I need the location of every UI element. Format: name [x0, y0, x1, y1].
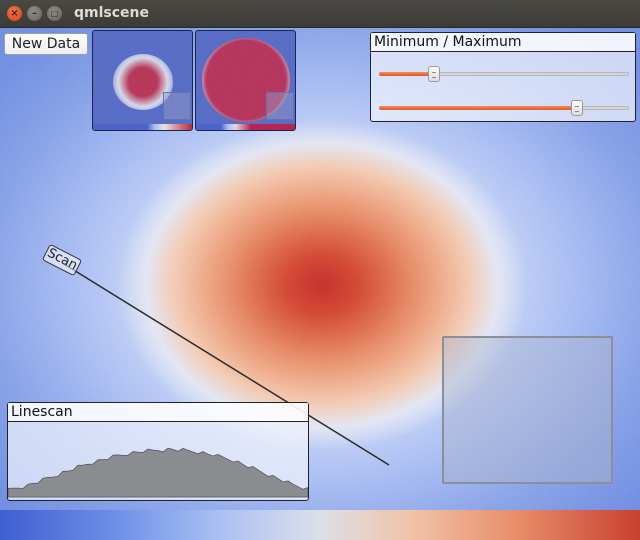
scan-line[interactable] [0, 28, 640, 510]
thumbnail-1[interactable] [92, 30, 193, 131]
linescan-profile [8, 447, 308, 498]
window-title: qmlscene [74, 5, 149, 21]
thumbnail-zoom-box [163, 92, 191, 120]
thumbnail-zoom-box [266, 92, 294, 120]
slider-fill [379, 106, 577, 110]
minmax-panel: Minimum / Maximum [370, 32, 636, 122]
linescan-plot [8, 447, 308, 498]
minmax-panel-title: Minimum / Maximum [371, 33, 635, 52]
thumbnail-2[interactable] [195, 30, 296, 131]
slider-handle[interactable] [428, 66, 440, 82]
thumbnail-color-bar [93, 124, 192, 130]
thumbnail-noise [93, 31, 192, 130]
linescan-panel: Linescan [7, 402, 309, 501]
minimize-icon[interactable]: – [27, 6, 42, 21]
maximize-icon[interactable]: □ [47, 6, 62, 21]
new-data-button[interactable]: New Data [4, 33, 88, 55]
colormap-bar [0, 510, 640, 540]
title-bar: × – □ qmlscene [0, 0, 640, 28]
slider-fill [379, 72, 434, 76]
linescan-panel-title: Linescan [8, 403, 308, 422]
heatmap-canvas[interactable]: New Data Minimum / Maximum [0, 28, 640, 510]
close-icon[interactable]: × [7, 6, 22, 21]
minimum-slider[interactable] [379, 66, 629, 82]
maximum-slider[interactable] [379, 100, 629, 116]
slider-handle[interactable] [571, 100, 583, 116]
zoom-rectangle[interactable] [442, 336, 613, 484]
scan-line-path[interactable] [63, 263, 390, 466]
thumbnail-noise [196, 31, 295, 130]
thumbnail-color-bar [196, 124, 295, 130]
